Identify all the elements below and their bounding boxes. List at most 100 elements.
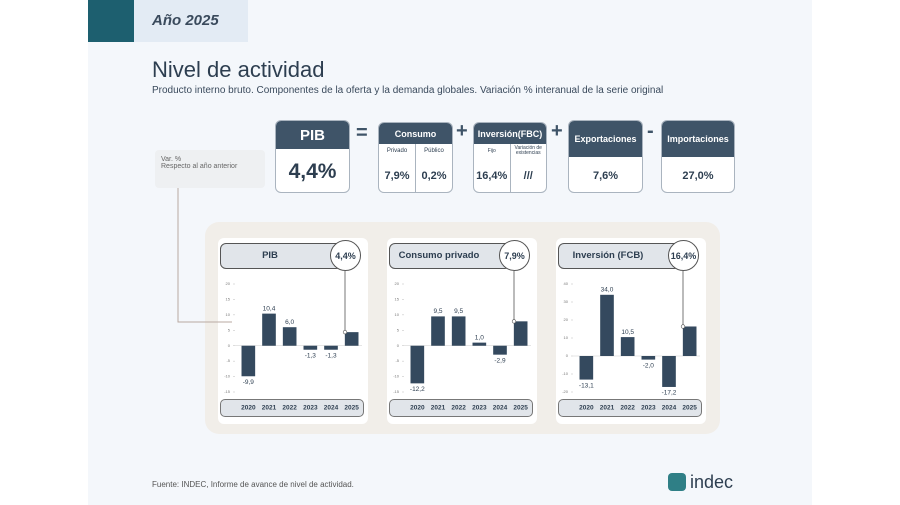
connector-dot [680, 324, 686, 329]
bar [472, 342, 487, 346]
connector-dot [511, 319, 517, 324]
x-tick-label: 2022 [620, 405, 635, 412]
y-tick-label: -15 [393, 389, 400, 394]
note: Var. % Respecto al año anterior [155, 150, 265, 188]
bar [620, 337, 635, 356]
export-label: Exportaciones [569, 121, 642, 157]
y-tick-label: -10 [393, 374, 400, 379]
chart-title: PIB [220, 243, 342, 269]
col-value: 16,4% [474, 158, 511, 192]
x-tick-label: 2022 [451, 405, 466, 412]
inversion-box: Inversión(FBC) Fijo Variación de existen… [473, 122, 547, 193]
x-tick-label: 2020 [410, 405, 425, 412]
bar [513, 321, 528, 346]
y-tick-label: -10 [224, 374, 231, 379]
bar [682, 326, 697, 356]
connector [177, 188, 232, 323]
value-label: 34,0 [601, 287, 614, 294]
chart-title: Inversión (FCB) [558, 243, 680, 269]
brand-icon [668, 473, 686, 491]
col-label: Privado [379, 144, 416, 158]
value-label: -17,2 [662, 390, 677, 397]
bar [662, 356, 676, 387]
x-tick-label: 2025 [344, 405, 359, 412]
x-tick-label: 2024 [493, 405, 508, 412]
inversion-label: Inversión(FBC) [474, 123, 546, 144]
year-strip [558, 399, 702, 417]
x-tick-label: 2023 [641, 405, 656, 412]
bar [451, 316, 466, 346]
bar [241, 345, 256, 377]
y-tick-label: 0 [566, 353, 569, 358]
import-value: 27,0% [682, 169, 714, 182]
operator: = [356, 122, 368, 144]
bar [579, 356, 594, 380]
pib-box: PIB 4,4% [275, 120, 350, 193]
value-label: 10,4 [263, 305, 276, 312]
x-tick-label: 2020 [579, 405, 594, 412]
connector-dot [342, 330, 348, 335]
value-label: -13,1 [579, 382, 594, 389]
x-tick-label: 2024 [324, 405, 339, 412]
value-label: 1,0 [475, 334, 484, 341]
y-tick-label: 10 [564, 335, 569, 340]
x-tick-label: 2021 [262, 405, 277, 412]
brand: indec [690, 472, 734, 492]
y-tick-label: -5 [395, 358, 399, 363]
value-label: -1,3 [325, 352, 337, 359]
y-tick-label: 15 [395, 296, 400, 301]
operator: + [456, 120, 468, 142]
col-value: /// [523, 170, 533, 182]
y-tick-label: 20 [226, 281, 231, 286]
pib-label: PIB [276, 121, 349, 149]
y-tick-label: 0 [228, 343, 231, 348]
x-tick-label: 2022 [282, 405, 297, 412]
value-label: -2,0 [643, 362, 655, 369]
pib-value: 4,4% [288, 159, 337, 183]
y-tick-label: 40 [564, 281, 569, 286]
bar [262, 313, 276, 346]
value-label: 9,5 [433, 308, 442, 315]
col-label: Fijo [474, 144, 511, 158]
bar [410, 345, 425, 384]
x-tick-label: 2021 [431, 405, 446, 412]
y-tick-label: -20 [562, 389, 569, 394]
y-tick-label: -15 [224, 389, 231, 394]
value-label: -9,9 [243, 379, 255, 386]
x-tick-label: 2020 [241, 405, 256, 412]
year-strip [389, 399, 533, 417]
col-label: Público [424, 148, 444, 154]
y-tick-label: 0 [397, 343, 400, 348]
consumo-box: Consumo Privado Público 7,9% 0,2% [378, 122, 453, 193]
y-tick-label: 5 [397, 327, 400, 332]
value-label: 9,5 [454, 308, 463, 315]
y-tick-label: 10 [395, 312, 400, 317]
value-label: -1,3 [305, 352, 317, 359]
y-tick-label: -5 [226, 358, 230, 363]
x-tick-label: 2025 [682, 405, 697, 412]
bar [600, 294, 614, 356]
x-tick-label: 2025 [513, 405, 528, 412]
y-tick-label: 5 [228, 327, 231, 332]
year-strip [220, 399, 364, 417]
y-tick-label: 20 [564, 317, 569, 322]
consumo-label: Consumo [379, 123, 452, 144]
value-label: 10,5 [621, 329, 634, 336]
bar [324, 345, 338, 350]
export-box: Exportaciones 7,6% [568, 120, 643, 193]
export-value: 7,6% [592, 169, 619, 182]
y-tick-label: 20 [395, 281, 400, 286]
import-label: Importaciones [662, 121, 734, 157]
x-tick-label: 2023 [472, 405, 487, 412]
value-label: -2,9 [494, 357, 506, 364]
value-label: 6,0 [285, 319, 294, 326]
col-value: 7,9% [379, 158, 416, 192]
headline-badge: 4,4% [330, 240, 361, 271]
source: Fuente: INDEC, Informe de avance de nive… [152, 480, 354, 489]
col-value: 0,2% [421, 170, 447, 182]
value-label: -12,2 [410, 386, 425, 393]
title: Nivel de actividad [152, 57, 325, 82]
y-tick-label: -10 [562, 371, 569, 376]
